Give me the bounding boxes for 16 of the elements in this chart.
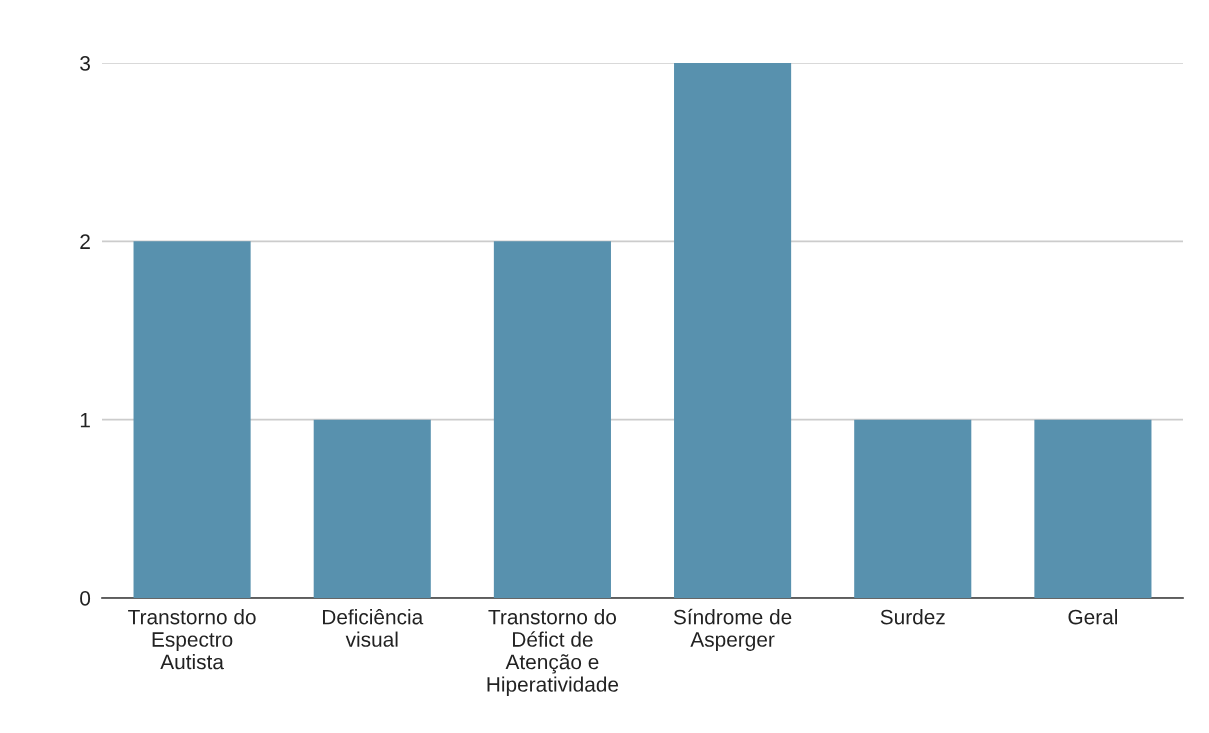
bar bbox=[313, 419, 431, 598]
x-tick-label: Síndrome de Asperger bbox=[673, 608, 792, 651]
bar bbox=[133, 241, 251, 598]
y-tick-label: 3 bbox=[80, 56, 90, 71]
x-tick-label: Geral bbox=[1068, 609, 1117, 625]
x-tick-label: Transtorno do Défict de Atenção e Hiperatividade bbox=[487, 609, 619, 696]
y-tick-label: 1 bbox=[80, 412, 90, 428]
x-tick-label: Deficiência visual bbox=[323, 609, 424, 647]
y-tick-label: 2 bbox=[80, 234, 90, 249]
x-tick-label: Transtorno do Espectro Autista bbox=[128, 609, 256, 670]
bar bbox=[1034, 419, 1152, 598]
x-tick-label: Surdez bbox=[880, 609, 945, 625]
bar bbox=[493, 241, 611, 598]
bar bbox=[854, 419, 972, 598]
y-tick-label: 0 bbox=[80, 591, 91, 606]
bar bbox=[674, 63, 792, 598]
